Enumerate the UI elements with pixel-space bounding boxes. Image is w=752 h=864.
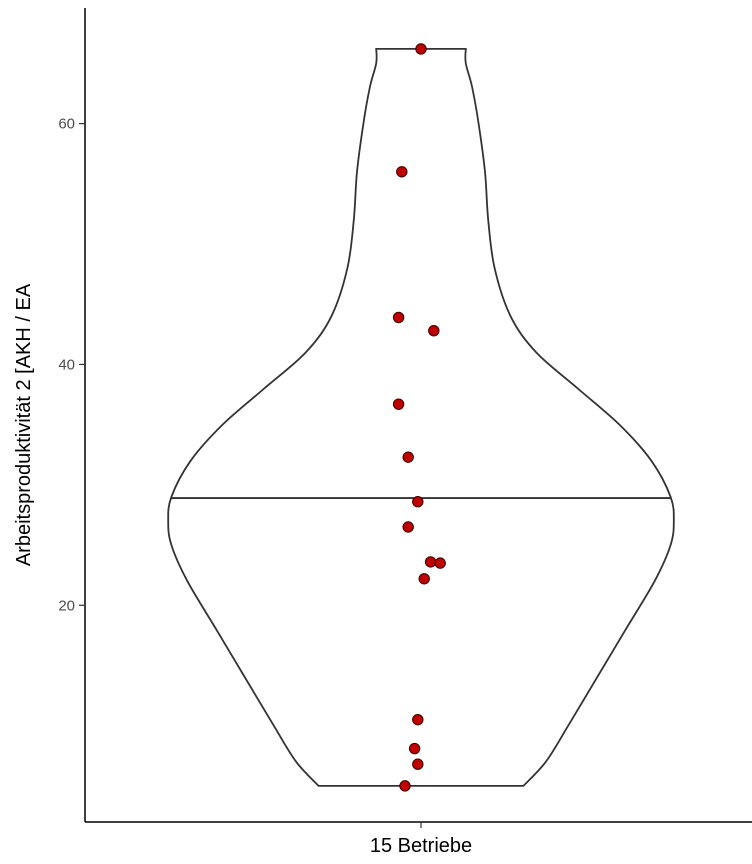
data-point <box>399 780 411 792</box>
x-ticks: 15 Betriebe <box>370 822 472 857</box>
y-tick-label: 20 <box>58 597 75 614</box>
data-point <box>434 557 446 569</box>
data-point <box>392 398 405 410</box>
data-points <box>392 43 446 792</box>
violin-shape <box>167 48 675 787</box>
data-point <box>402 451 414 463</box>
y-ticks: 20 40 60 <box>58 116 85 614</box>
data-point <box>418 573 430 585</box>
data-point <box>402 521 414 533</box>
axes <box>84 8 752 823</box>
data-point <box>412 495 424 508</box>
y-tick-label: 40 <box>58 356 75 373</box>
data-point <box>412 758 424 770</box>
x-category-label: 15 Betriebe <box>370 835 472 857</box>
data-point <box>424 556 437 568</box>
y-tick-label: 60 <box>58 116 75 133</box>
data-point <box>396 166 408 178</box>
y-axis-title: Arbeitsproduktivität 2 [AKH / EA <box>13 283 35 566</box>
data-point <box>392 311 405 324</box>
data-point <box>428 325 440 337</box>
data-point <box>408 742 421 755</box>
data-point <box>415 43 427 55</box>
data-point <box>412 713 424 726</box>
